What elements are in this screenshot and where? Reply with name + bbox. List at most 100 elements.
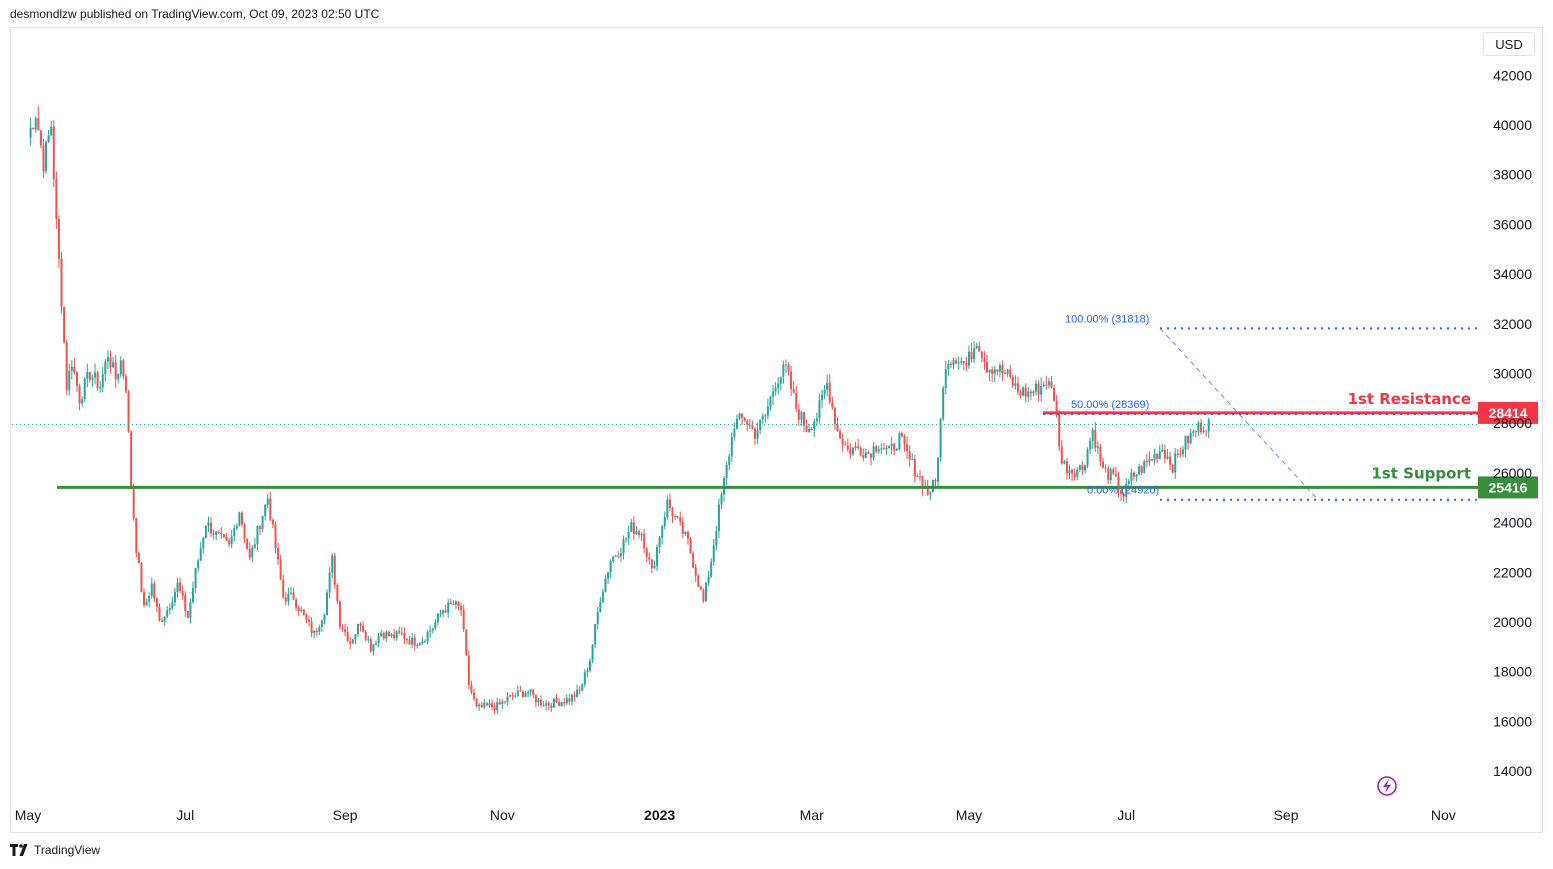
chart-overlays: 1st Support 25416 1st Resistance 28414 100.0… — [12, 313, 1538, 796]
candle-body — [1120, 490, 1123, 494]
candle-body — [94, 372, 97, 378]
candle-body — [676, 515, 679, 518]
x-tick-label: Nov — [1431, 807, 1456, 823]
candle-body — [344, 629, 347, 633]
candle-body — [862, 455, 865, 458]
candle-body — [467, 655, 470, 685]
candle-body — [692, 553, 695, 568]
candle-body — [271, 519, 274, 525]
candle-body — [34, 118, 37, 130]
candle-body — [1071, 470, 1074, 474]
candle-body — [527, 691, 530, 694]
candle-body — [612, 556, 615, 562]
candle-body — [542, 705, 545, 707]
candle-body — [341, 626, 344, 630]
candle-body — [991, 369, 994, 374]
candle-body — [315, 630, 318, 632]
candle-body — [449, 602, 452, 605]
candle-body — [872, 446, 875, 458]
candle-body — [179, 582, 182, 592]
candle-body — [292, 592, 295, 600]
candle-body — [697, 575, 700, 587]
candle-body — [173, 591, 176, 603]
candle-body — [1179, 453, 1182, 455]
candle-body — [439, 613, 442, 615]
candle-body — [194, 568, 197, 588]
candle-body — [565, 698, 568, 704]
candle-body — [1055, 400, 1058, 415]
candle-body — [756, 430, 759, 439]
candle-body — [926, 485, 929, 495]
candle-body — [1122, 493, 1125, 497]
candle-body — [751, 424, 754, 429]
tradingview-footer[interactable]: TradingView — [10, 843, 100, 857]
y-tick-label: 24000 — [1493, 515, 1532, 531]
x-tick-label: Sep — [333, 807, 358, 823]
candle-body — [1083, 465, 1086, 471]
support-price-tag-bg — [1478, 476, 1538, 499]
candle-body — [570, 694, 573, 702]
candle-body — [1197, 422, 1200, 433]
candle-body — [1145, 461, 1148, 463]
candle-body — [140, 562, 143, 592]
candle-body — [1104, 467, 1107, 469]
candle-body — [411, 637, 414, 645]
candle-body — [684, 531, 687, 535]
candle-body — [1024, 387, 1027, 397]
candle-body — [124, 376, 127, 392]
candle-body — [277, 548, 280, 560]
candle-body — [155, 598, 158, 607]
candle-body — [1050, 381, 1053, 388]
tradingview-logo-icon — [10, 844, 28, 856]
candle-body — [831, 402, 834, 408]
candle-body — [970, 351, 973, 360]
candle-body — [1207, 419, 1210, 432]
candle-body — [1034, 383, 1037, 392]
candle-body — [266, 498, 269, 505]
y-tick-label: 34000 — [1493, 266, 1532, 282]
candle-body — [228, 540, 231, 545]
candle-body — [663, 517, 666, 527]
candle-body — [859, 448, 862, 456]
x-tick-label: Nov — [490, 807, 515, 823]
candle-body — [240, 512, 243, 525]
candle-body — [1171, 464, 1174, 473]
candle-body — [601, 591, 604, 602]
candle-body — [1099, 446, 1102, 462]
candle-body — [158, 606, 161, 621]
candle-body — [331, 555, 334, 573]
candle-body — [1058, 414, 1061, 447]
y-tick-label: 28000 — [1493, 415, 1532, 431]
candle-body — [377, 635, 380, 644]
candle-body — [230, 536, 233, 545]
candle-body — [699, 586, 702, 590]
candle-body — [627, 531, 630, 539]
candle-body — [906, 444, 909, 452]
candle-body — [184, 595, 187, 611]
candle-body — [73, 366, 76, 373]
candle-body — [934, 479, 937, 482]
candle-body — [1068, 470, 1071, 473]
candle-body — [367, 639, 370, 641]
candle-body — [431, 628, 434, 631]
candle-body — [563, 701, 566, 704]
candle-body — [132, 487, 135, 519]
candle-body — [908, 451, 911, 460]
candle-body — [122, 360, 125, 377]
candle-body — [890, 443, 893, 447]
candle-body — [233, 528, 236, 537]
candle-body — [1109, 469, 1112, 481]
candle-body — [413, 637, 416, 646]
candle-body — [274, 524, 277, 548]
candle-body — [349, 641, 352, 644]
candle-body — [895, 449, 898, 451]
candle-body — [998, 365, 1001, 372]
candle-body — [875, 446, 878, 452]
currency-button[interactable]: USD — [1483, 32, 1535, 56]
y-tick-label: 36000 — [1493, 216, 1532, 232]
time-axis: May Jul Sep Nov 2023 Mar May Jul Sep Nov — [15, 807, 1456, 823]
candle-body — [478, 704, 481, 707]
candle-body — [784, 364, 787, 366]
candle-body — [591, 644, 594, 661]
